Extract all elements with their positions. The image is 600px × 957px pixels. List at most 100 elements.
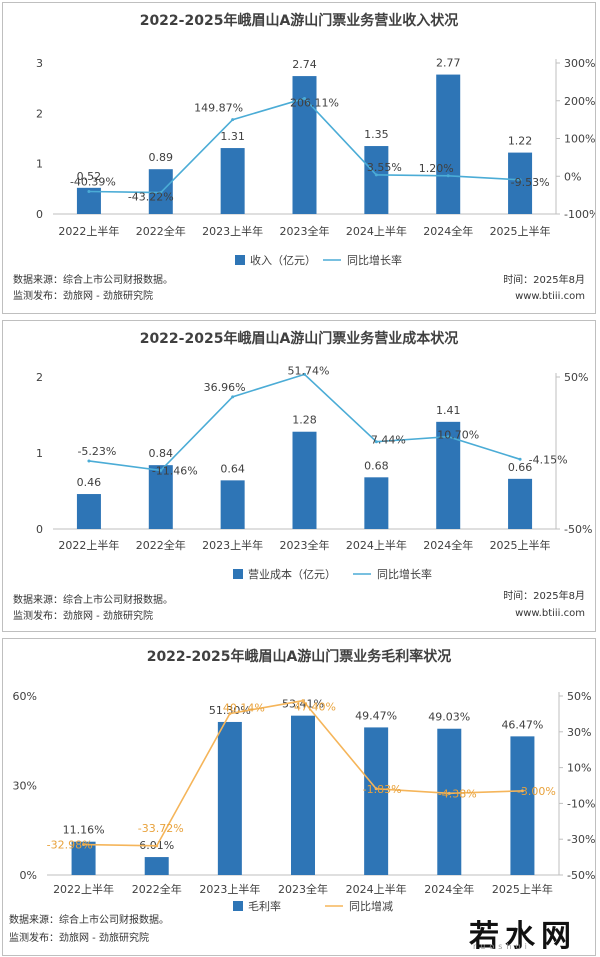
growth-rate-point xyxy=(303,96,306,100)
gross-margin-chart-panel: 2022-2025年峨眉山A游山门票业务毛利率状况 0% 30% 60% -50% -30… xyxy=(2,638,596,956)
x-category-label: 2022全年 xyxy=(136,538,186,552)
bar xyxy=(364,146,389,214)
revenue-chart: 2022-2025年峨眉山A游山门票业务营业收入状况 0 1 2 3 -100% 0% 100… xyxy=(36,12,595,267)
growth-rate-label: 1.20% xyxy=(419,162,454,175)
y2-tick-label: -100% xyxy=(564,208,595,221)
y2-tick-label: -50% xyxy=(567,869,595,882)
bar-value-label: 46.47% xyxy=(501,718,543,731)
growth-rate-label: -11.46% xyxy=(152,464,198,477)
growth-rate-label: -33.72% xyxy=(138,822,184,835)
x-category-label: 2023全年 xyxy=(280,538,330,552)
growth-rate-point xyxy=(518,178,522,182)
growth-rate-point xyxy=(446,435,450,439)
growth-rate-point xyxy=(159,191,163,195)
y2-tick-label: 30% xyxy=(567,726,591,739)
legend-bar-swatch xyxy=(235,255,245,265)
watermark-subtext: ruoshui xyxy=(473,942,531,951)
bar xyxy=(508,152,533,214)
growth-rate-point xyxy=(374,440,378,444)
x-category-label: 2022全年 xyxy=(132,882,182,896)
bar xyxy=(292,431,317,529)
growth-rate-point xyxy=(231,118,235,122)
bar xyxy=(436,74,461,215)
time-note: 时间：2025年8月 xyxy=(503,591,585,602)
bar-value-label: 49.47% xyxy=(355,709,397,722)
growth-rate-label: 10.70% xyxy=(437,429,479,442)
y2-tick-label: 300% xyxy=(564,57,595,70)
x-category-label: 2022上半年 xyxy=(58,538,119,552)
growth-rate-label: -3.00% xyxy=(517,785,556,798)
legend-bar-label: 营业成本（亿元） xyxy=(248,567,336,581)
chart-title: 2022-2025年峨眉山A游山门票业务营业收入状况 xyxy=(140,12,459,29)
bar-value-label: 0.84 xyxy=(149,447,174,460)
y-tick-label: 2 xyxy=(36,107,43,120)
watermark-text: 若水网 xyxy=(469,919,577,954)
publisher-note: 监测发布：劲旅网 - 劲旅研究院 xyxy=(9,933,149,944)
bar-value-label: 0.52 xyxy=(77,170,102,183)
cost-chart: 2022-2025年峨眉山A游山门票业务营业成本状况 0 1 2 -50% 50% 0.46… xyxy=(36,330,592,581)
bar-value-label: 0.68 xyxy=(364,459,389,472)
growth-rate-point xyxy=(87,189,91,193)
growth-rate-label: -43.22% xyxy=(128,191,174,204)
growth-rate-label: -40.39% xyxy=(70,175,116,188)
watermark-logo: 若水网 ruoshui xyxy=(457,909,587,954)
y-tick-label: 0 xyxy=(36,208,43,221)
bar xyxy=(217,721,242,875)
growth-rate-label: 7.44% xyxy=(371,434,406,447)
cost-chart-panel: 2022-2025年峨眉山A游山门票业务营业成本状况 0 1 2 -50% 50% 0.46… xyxy=(2,320,596,632)
y2-tick-label: 100% xyxy=(564,133,595,146)
y2-tick-label: -50% xyxy=(564,523,592,536)
bar xyxy=(71,841,96,875)
bar xyxy=(364,727,389,875)
x-category-label: 2022上半年 xyxy=(53,882,114,896)
growth-rate-label: 47.40% xyxy=(294,701,336,714)
growth-rate-point xyxy=(374,787,378,791)
bar-value-label: 0.64 xyxy=(220,462,245,475)
site-note: www.btiii.com xyxy=(515,291,585,302)
growth-rate-label: 36.96% xyxy=(204,381,246,394)
growth-rate-point xyxy=(87,459,91,463)
site-note: www.btiii.com xyxy=(515,608,585,619)
legend-bar-swatch xyxy=(233,901,243,911)
bar-value-label: 0.66 xyxy=(508,461,533,474)
bar xyxy=(148,465,173,529)
x-category-label: 2025上半年 xyxy=(490,538,551,552)
x-category-label: 2024全年 xyxy=(423,538,473,552)
y2-tick-label: 200% xyxy=(564,95,595,108)
legend-bar-swatch xyxy=(233,569,243,579)
legend-line-label: 同比增长率 xyxy=(377,567,432,581)
growth-rate-point xyxy=(447,791,451,795)
bar xyxy=(220,148,245,214)
growth-rate-label: 3.55% xyxy=(367,161,402,174)
bar xyxy=(510,736,535,875)
y2-tick-label: 50% xyxy=(564,371,588,384)
x-category-label: 2023全年 xyxy=(280,224,330,238)
bar xyxy=(437,728,462,875)
growth-rate-point xyxy=(155,844,159,848)
bar-value-label: 2.74 xyxy=(292,58,317,71)
bar xyxy=(144,857,169,875)
data-source-note: 数据来源：综合上市公司财报数据。 xyxy=(9,915,169,926)
x-category-label: 2023上半年 xyxy=(199,882,260,896)
growth-rate-label: -5.23% xyxy=(77,445,116,458)
x-category-label: 2025上半年 xyxy=(492,882,553,896)
x-category-label: 2023上半年 xyxy=(202,538,263,552)
publisher-note: 监测发布：劲旅网 - 劲旅研究院 xyxy=(13,611,153,622)
growth-rate-label: -4.15% xyxy=(529,453,568,466)
growth-rate-label: -4.38% xyxy=(438,787,477,800)
growth-rate-label: 40.14% xyxy=(223,702,265,715)
legend-line-label: 同比增长率 xyxy=(347,253,402,267)
chart-title: 2022-2025年峨眉山A游山门票业务营业成本状况 xyxy=(140,330,459,347)
y-tick-label: 0 xyxy=(36,523,43,536)
growth-rate-point xyxy=(303,372,306,376)
y-tick-label: 1 xyxy=(36,158,43,171)
bar-value-label: 11.16% xyxy=(63,824,105,837)
bar xyxy=(508,478,533,529)
y-tick-label: 3 xyxy=(36,57,43,70)
bar-value-label: 51.30% xyxy=(209,704,251,717)
bar xyxy=(364,477,389,529)
bar xyxy=(291,715,315,875)
x-category-label: 2024上半年 xyxy=(346,882,407,896)
y2-tick-label: -10% xyxy=(567,797,595,810)
bar-value-label: 53.41% xyxy=(282,698,324,711)
